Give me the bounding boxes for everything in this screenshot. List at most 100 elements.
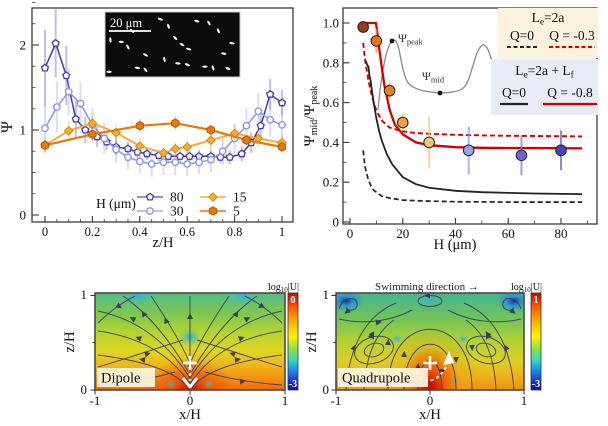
stagnation-spot	[166, 380, 176, 388]
y-axis-label-part: Ψ	[302, 134, 318, 146]
bacterium	[143, 67, 148, 73]
legend-title-part: =2a	[544, 10, 564, 25]
peak-dot	[389, 38, 395, 44]
bacterium	[106, 70, 112, 73]
data-point	[170, 143, 181, 154]
legend-title-part: L	[532, 10, 540, 25]
data-point	[185, 151, 194, 160]
data-point	[124, 153, 132, 162]
bacterium	[118, 40, 124, 44]
axes: -1 0 1 1 0 x/H z/H	[304, 287, 527, 423]
colorbar-label-sub: 10	[281, 286, 289, 294]
ann-sub: mid	[431, 75, 445, 85]
data-point	[40, 140, 50, 151]
data-point	[51, 38, 60, 47]
panel-label: Dipole	[101, 371, 140, 387]
data-point	[135, 120, 144, 131]
legend-label: 5	[233, 204, 240, 219]
ann-sub: peak	[407, 37, 424, 47]
data-point	[123, 144, 133, 153]
data-point	[357, 21, 369, 33]
colorbar-max: 0	[290, 295, 295, 306]
legend-title: Le=2a	[532, 10, 565, 28]
legend-box-0: Le=2aQ=0 Q = -0.3	[498, 8, 598, 58]
y-tick-label: 0.6	[323, 95, 340, 110]
bacterium	[207, 20, 211, 26]
bacterium	[184, 63, 190, 67]
dipole-panel: Dipole -1 0 1 1 0 x/H z/H 0 -3 log10|U|	[62, 282, 299, 423]
bacterium	[126, 44, 130, 50]
data-point	[462, 144, 475, 157]
y-tick-label: 0	[81, 382, 88, 397]
colorbar-label-rest: |U|	[531, 282, 542, 293]
x-axis-label: x/H	[179, 407, 201, 423]
data-point	[52, 103, 61, 111]
y-axis-label-part: peak	[309, 86, 320, 105]
data-point	[100, 134, 109, 143]
data-point	[40, 63, 50, 72]
colorbar-label-sub: 10	[524, 286, 532, 294]
y-tick-label: 0	[333, 215, 340, 230]
data-point	[135, 157, 144, 166]
stagnation-spot	[417, 294, 443, 306]
legend-title-part: f	[571, 70, 575, 81]
data-point	[175, 151, 185, 160]
inset-image	[104, 11, 241, 78]
data-point	[145, 192, 155, 201]
data-point	[206, 125, 216, 135]
mid-dot	[437, 90, 443, 96]
bacterium	[186, 47, 192, 51]
flow-arrows	[385, 293, 475, 375]
axes: -1 0 1 1 0 x/H z/H	[62, 287, 288, 423]
x-tick-label: 80	[555, 226, 568, 241]
x-axis-label: H (μm)	[434, 237, 477, 253]
x-tick-label: -1	[90, 393, 101, 408]
y-tick-label: 0	[323, 382, 330, 397]
colorbar-min: -3	[532, 379, 540, 390]
swimming-direction-title: Swimming direction →	[375, 282, 479, 293]
x-tick-label: 20	[396, 226, 409, 241]
x-tick-label: 0	[427, 393, 434, 408]
data-point	[182, 142, 193, 152]
data-point	[147, 160, 156, 168]
colorbar-min: -3	[289, 379, 297, 390]
data-point	[218, 147, 227, 156]
data-point	[62, 71, 71, 80]
data-point	[87, 118, 98, 129]
bacterium	[173, 35, 178, 41]
bacterium	[167, 23, 170, 29]
bacterium	[109, 37, 112, 43]
quadrupole-heatmap: Quadrupole	[336, 293, 524, 390]
data-point	[206, 155, 215, 164]
ann-base: Ψ	[422, 69, 431, 83]
legend-label: 15	[233, 190, 247, 205]
colorbar-label-base: log	[268, 282, 281, 293]
flow-arrows	[229, 302, 265, 385]
stagnation-spot	[457, 334, 469, 344]
data-point	[64, 87, 73, 96]
psi-peak-label: Ψpeak	[398, 31, 424, 47]
y-axis-label: Ψmid/Ψpeak	[302, 86, 320, 147]
legend-bg	[491, 59, 598, 115]
y-tick-label: 0	[20, 208, 27, 223]
bacterium	[194, 19, 200, 23]
y-tick-label: 1	[20, 123, 27, 138]
data-point	[171, 118, 180, 128]
colorbar-label: log10|U|	[511, 282, 542, 294]
y-tick-label: 1.0	[323, 16, 339, 31]
data-point	[266, 115, 275, 124]
y-tick-label: 0.8	[323, 55, 339, 70]
colorbar-label-rest: |U|	[288, 282, 299, 293]
bacterium	[229, 41, 235, 45]
stagnation-spot	[449, 378, 459, 384]
legend-title-part: e	[523, 71, 527, 81]
stagnation-spot	[225, 293, 259, 306]
colorbar: 0 -3 log10|U|	[268, 282, 299, 391]
data-point	[423, 136, 435, 149]
x-tick-label: 0.4	[132, 225, 148, 239]
model-curve-3	[363, 21, 583, 150]
data-point	[158, 148, 169, 158]
